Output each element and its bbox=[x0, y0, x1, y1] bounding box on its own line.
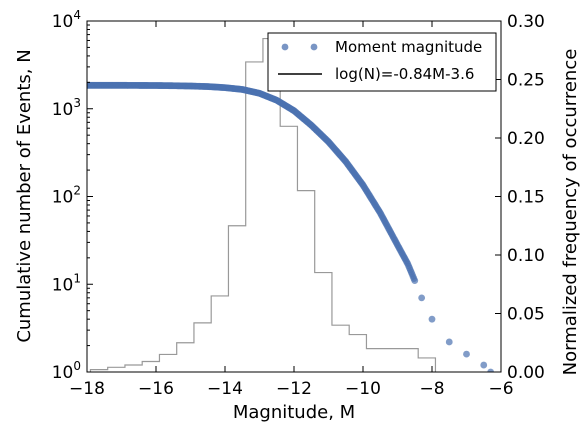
scatter-point bbox=[463, 350, 470, 358]
fit-line bbox=[218, 0, 394, 17]
scatter-point bbox=[418, 294, 426, 302]
x-tick-label: −8 bbox=[419, 379, 444, 399]
scatter-point bbox=[411, 277, 419, 285]
histogram-outline bbox=[89, 37, 437, 372]
x-tick-label: −14 bbox=[207, 379, 243, 399]
legend-label-scatter: Moment magnitude bbox=[335, 38, 482, 56]
legend: Moment magnitude log(N)=-0.84M-3.6 bbox=[267, 32, 497, 92]
y-left-tick-label: 104 bbox=[52, 8, 81, 32]
y-right-tick-label: 0.25 bbox=[507, 71, 545, 91]
y-right-tick-label: 0.10 bbox=[507, 246, 545, 266]
legend-box bbox=[267, 32, 497, 92]
scatter-point bbox=[480, 361, 488, 369]
x-tick-label: −6 bbox=[488, 379, 513, 399]
x-axis-label: Magnitude, M bbox=[233, 402, 355, 423]
scatter-layer bbox=[87, 81, 495, 372]
left-y-axis: 100 101 102 103 104 bbox=[52, 8, 93, 383]
x-tick-label: −18 bbox=[69, 379, 105, 399]
x-tick-label: −16 bbox=[138, 379, 174, 399]
legend-marker bbox=[281, 43, 289, 51]
y-right-tick-label: 0.20 bbox=[507, 129, 545, 149]
y-right-tick-label: 0.00 bbox=[507, 363, 545, 383]
y-left-tick-label: 102 bbox=[52, 184, 81, 208]
scatter-point bbox=[428, 315, 436, 323]
legend-label-fit: log(N)=-0.84M-3.6 bbox=[335, 65, 474, 83]
left-y-axis-label: Cumulative number of Events, N bbox=[14, 49, 35, 342]
y-left-tick-label: 100 bbox=[52, 359, 81, 383]
y-left-tick-label: 101 bbox=[52, 271, 81, 295]
x-tick-label: −10 bbox=[345, 379, 381, 399]
y-right-tick-label: 0.05 bbox=[507, 305, 545, 325]
y-left-tick-label: 103 bbox=[52, 96, 81, 120]
x-axis: −18 −16 −14 −12 −10 −8 −6 bbox=[69, 21, 514, 399]
right-y-axis-label: Normalized frequency of occurrence bbox=[560, 49, 581, 376]
scatter-point bbox=[487, 368, 495, 372]
right-y-axis: 0.00 0.05 0.10 0.15 0.20 0.25 0.30 bbox=[495, 12, 545, 383]
fit-line-layer bbox=[218, 0, 394, 17]
x-tick-label: −12 bbox=[276, 379, 312, 399]
y-right-tick-label: 0.30 bbox=[507, 12, 545, 32]
y-right-tick-label: 0.15 bbox=[507, 188, 545, 208]
legend-marker bbox=[310, 43, 318, 51]
scatter-point bbox=[445, 338, 453, 346]
histogram-layer bbox=[89, 37, 437, 372]
